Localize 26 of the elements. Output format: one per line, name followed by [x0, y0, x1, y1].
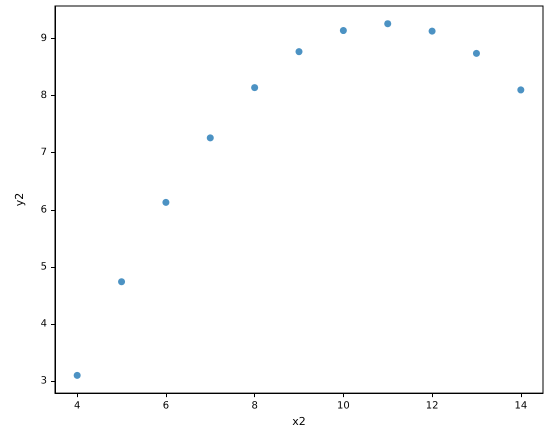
point	[74, 372, 81, 379]
y-tick-label: 4	[40, 318, 47, 330]
point	[428, 28, 436, 35]
x-tick-label: 6	[162, 400, 170, 412]
y-tick-label: 9	[40, 33, 47, 44]
point	[251, 84, 258, 92]
y-tick-label: 7	[40, 147, 47, 158]
point	[296, 48, 302, 56]
point	[384, 20, 392, 28]
x-tick-label: 8	[251, 400, 258, 412]
point	[340, 27, 347, 34]
x-tick-label: 10	[336, 400, 350, 412]
y-tick-label: 5	[40, 261, 47, 272]
point	[472, 50, 480, 57]
x-tick-label: 4	[74, 400, 80, 412]
point	[162, 198, 170, 206]
y-tick-label: 3	[40, 376, 47, 387]
point	[206, 134, 214, 142]
x-tick-label: 12	[426, 400, 438, 412]
x-tick-label: 14	[514, 400, 528, 412]
point	[517, 86, 524, 94]
y-tick-label: 8	[40, 90, 47, 102]
x-axis-title: x2	[292, 415, 306, 428]
point	[118, 278, 126, 286]
y-axis-title: y2	[13, 192, 26, 206]
y-tick-label: 6	[40, 204, 47, 216]
